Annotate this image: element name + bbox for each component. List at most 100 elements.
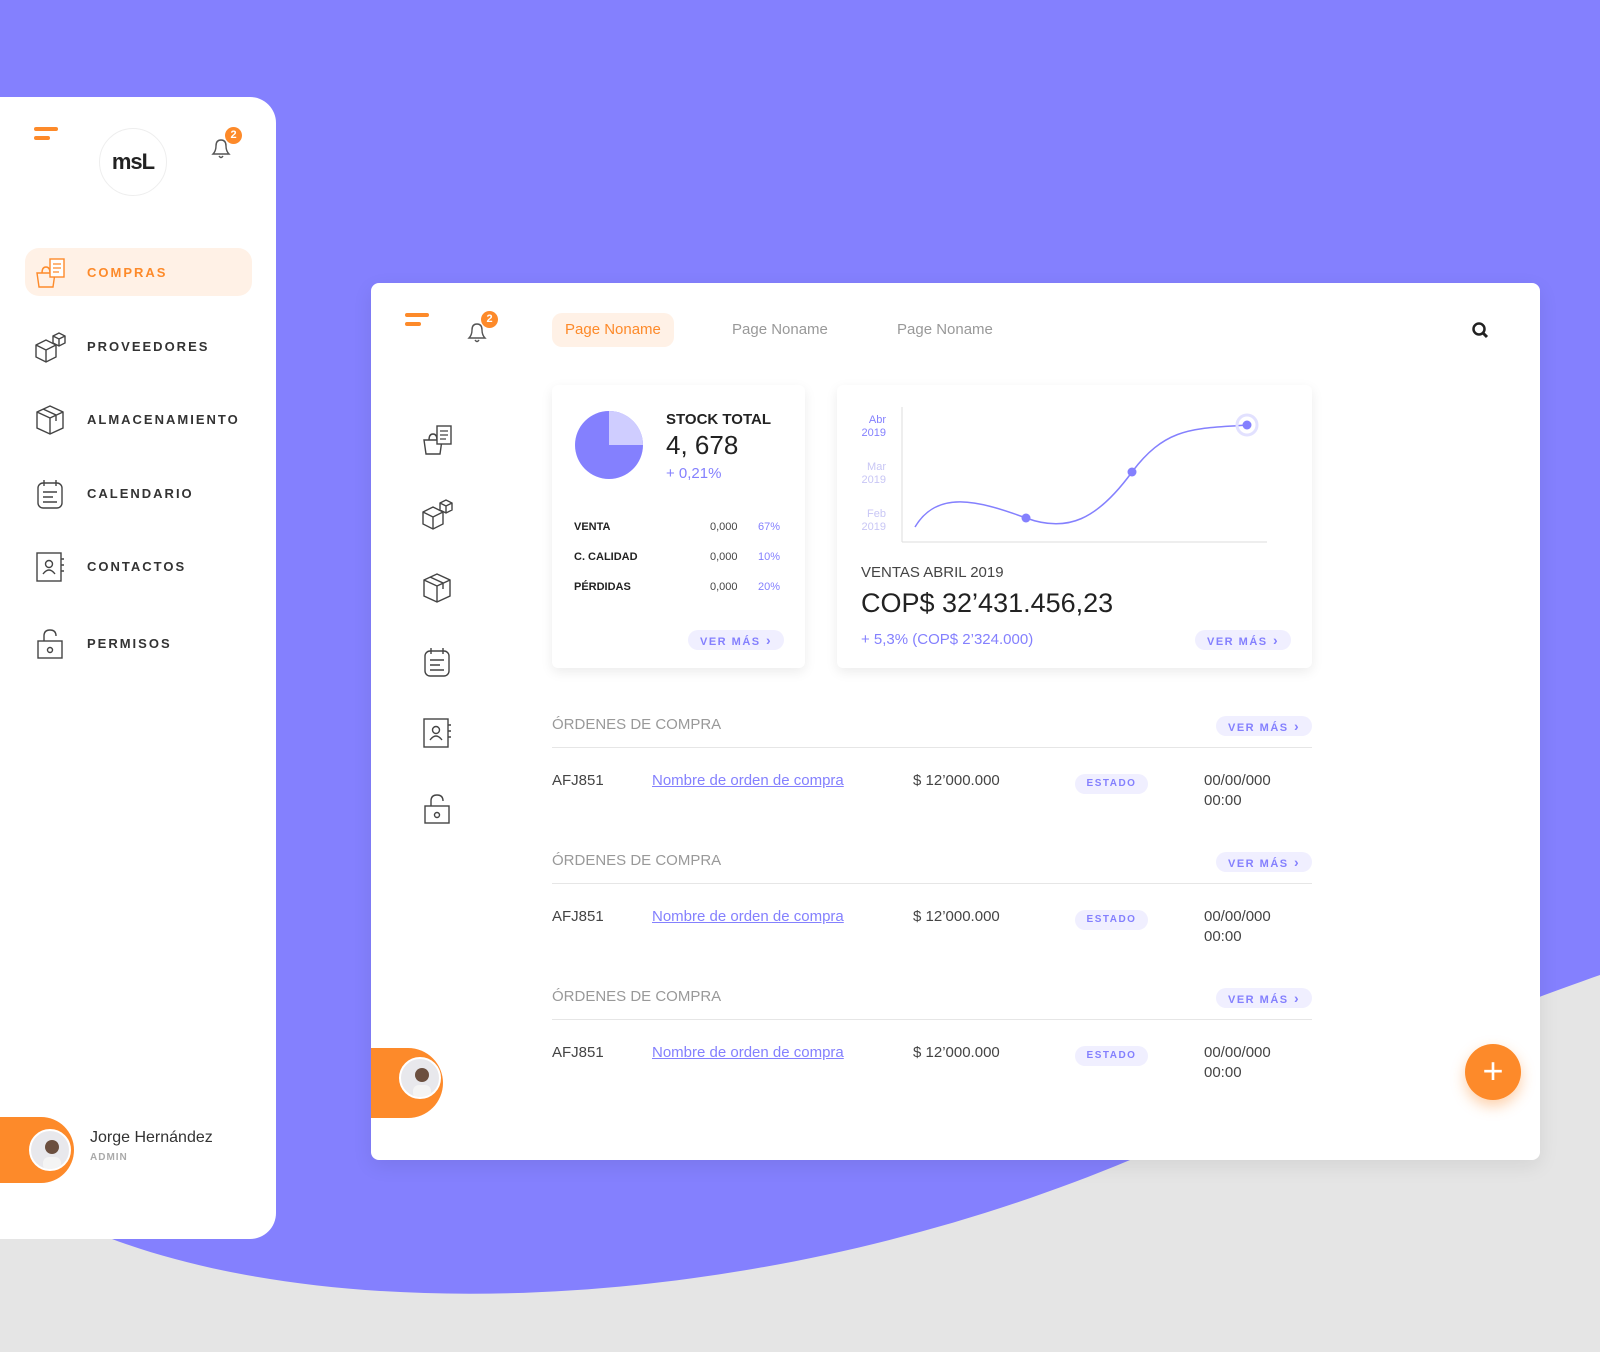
- notification-badge: 2: [225, 127, 242, 144]
- orders-title: ÓRDENES DE COMPRA: [552, 988, 722, 1005]
- order-date: 00/00/000: [1204, 772, 1271, 789]
- avatar[interactable]: [399, 1057, 441, 1099]
- sidebar-item-calendario[interactable]: CALENDARIO: [25, 469, 252, 517]
- order-id: AFJ851: [552, 908, 604, 925]
- y-tick-label: Mar: [867, 461, 886, 473]
- search-icon[interactable]: [1471, 321, 1491, 341]
- divider: [552, 747, 1312, 748]
- order-time: 00:00: [1204, 928, 1242, 945]
- logo: msL: [99, 128, 167, 196]
- stock-row-pct: 67%: [758, 521, 781, 533]
- status-badge: ESTADO: [1075, 1046, 1148, 1066]
- y-tick-label: 2019: [862, 427, 886, 439]
- order-name-link[interactable]: Nombre de orden de compra: [652, 1044, 844, 1061]
- lock-icon[interactable]: [420, 791, 454, 825]
- bell-icon: [467, 323, 487, 343]
- sales-card: Feb 2019 Mar 2019 Abr 2019 VENTAS ABRIL 2019 …: [837, 385, 1312, 668]
- contacts-icon[interactable]: [420, 715, 454, 749]
- tab-page-2[interactable]: Page Noname: [732, 321, 828, 338]
- stock-row-pct: 10%: [758, 551, 781, 563]
- sidebar-item-label: CONTACTOS: [87, 558, 187, 574]
- orders-ver-mas-button[interactable]: VER MÁS: [1216, 716, 1313, 736]
- tab-page-1[interactable]: Page Noname: [552, 313, 674, 347]
- box-icon: [33, 402, 67, 436]
- chart-marker: [1242, 420, 1252, 430]
- status-badge: ESTADO: [1075, 774, 1148, 794]
- notification-badge: 2: [481, 311, 498, 328]
- menu-icon[interactable]: [405, 313, 429, 331]
- notification-bell[interactable]: 2: [208, 127, 242, 161]
- sidebar-item-label: PERMISOS: [87, 635, 172, 651]
- y-tick-label: 2019: [862, 474, 886, 486]
- add-button[interactable]: +: [1465, 1044, 1521, 1100]
- y-tick-label: Feb: [867, 508, 886, 520]
- sidebar-item-label: CALENDARIO: [87, 485, 194, 501]
- stock-row-value: 0,000: [710, 551, 738, 563]
- user-name: Jorge Hernández: [90, 1129, 213, 1146]
- stock-title: STOCK TOTAL: [666, 411, 771, 428]
- sidebar-item-proveedores[interactable]: PROVEEDORES: [25, 322, 252, 370]
- order-amount: $ 12’000.000: [913, 908, 1000, 925]
- pie-slice: [609, 411, 643, 445]
- chart-marker: [1127, 467, 1137, 477]
- orders-title: ÓRDENES DE COMPRA: [552, 852, 722, 869]
- menu-icon[interactable]: [34, 127, 58, 145]
- calendar-icon[interactable]: [420, 644, 454, 678]
- sales-ver-mas-button[interactable]: VER MÁS: [1195, 630, 1292, 650]
- stock-row-pct: 20%: [758, 581, 781, 593]
- sidebar-item-almacenamiento[interactable]: ALMACENAMIENTO: [25, 395, 252, 443]
- stock-change: + 0,21%: [666, 465, 722, 482]
- y-tick-label: 2019: [862, 521, 886, 533]
- stock-row-label: VENTA: [574, 521, 611, 533]
- stock-value: 4, 678: [666, 430, 739, 460]
- sidebar: msL 2 COMPRAS PROVEEDORES ALMACENAMIENTO…: [0, 97, 276, 1239]
- box-icon[interactable]: [420, 570, 454, 604]
- order-name-link[interactable]: Nombre de orden de compra: [652, 772, 844, 789]
- boxes-icon: [33, 329, 67, 363]
- sidebar-item-permisos[interactable]: PERMISOS: [25, 619, 252, 667]
- sidebar-item-label: PROVEEDORES: [87, 338, 210, 354]
- order-amount: $ 12’000.000: [913, 772, 1000, 789]
- bell-icon: [211, 139, 231, 159]
- orders-ver-mas-button[interactable]: VER MÁS: [1216, 988, 1313, 1008]
- order-time: 00:00: [1204, 792, 1242, 809]
- chart-marker: [1021, 513, 1031, 523]
- stock-row-label: PÉRDIDAS: [574, 581, 631, 593]
- sidebar-item-label: COMPRAS: [87, 264, 168, 280]
- notification-bell[interactable]: 2: [464, 311, 498, 345]
- status-badge: ESTADO: [1075, 910, 1148, 930]
- user-role: ADMIN: [90, 1152, 128, 1163]
- stock-row-value: 0,000: [710, 521, 738, 533]
- shopping-bag-icon: [33, 255, 67, 289]
- sidebar-item-label: ALMACENAMIENTO: [87, 411, 240, 427]
- order-time: 00:00: [1204, 1064, 1242, 1081]
- main-panel: 2 Page Noname Page Noname Page Noname ST…: [371, 283, 1540, 1160]
- order-id: AFJ851: [552, 1044, 604, 1061]
- stock-pie: [575, 411, 643, 479]
- marker-halo: [1235, 413, 1259, 437]
- lock-icon: [33, 626, 67, 660]
- order-amount: $ 12’000.000: [913, 1044, 1000, 1061]
- orders-title: ÓRDENES DE COMPRA: [552, 716, 722, 733]
- shopping-bag-icon[interactable]: [420, 422, 454, 456]
- stock-card: STOCK TOTAL 4, 678 + 0,21% VENTA 0,000 6…: [552, 385, 805, 668]
- sidebar-item-contactos[interactable]: CONTACTOS: [25, 542, 252, 590]
- order-name-link[interactable]: Nombre de orden de compra: [652, 908, 844, 925]
- sales-change: + 5,3% (COP$ 2’324.000): [861, 631, 1034, 648]
- sales-title: VENTAS ABRIL 2019: [861, 564, 1004, 581]
- divider: [552, 1019, 1312, 1020]
- order-date: 00/00/000: [1204, 908, 1271, 925]
- order-date: 00/00/000: [1204, 1044, 1271, 1061]
- avatar[interactable]: [29, 1129, 71, 1171]
- stock-ver-mas-button[interactable]: VER MÁS: [688, 630, 785, 650]
- sidebar-item-compras[interactable]: COMPRAS: [25, 248, 252, 296]
- stock-row-label: C. CALIDAD: [574, 551, 638, 563]
- tab-page-3[interactable]: Page Noname: [897, 321, 993, 338]
- sales-value: COP$ 32’431.456,23: [861, 588, 1114, 618]
- sales-line: [914, 424, 1248, 528]
- orders-ver-mas-button[interactable]: VER MÁS: [1216, 852, 1313, 872]
- boxes-icon[interactable]: [420, 496, 454, 530]
- stock-row-value: 0,000: [710, 581, 738, 593]
